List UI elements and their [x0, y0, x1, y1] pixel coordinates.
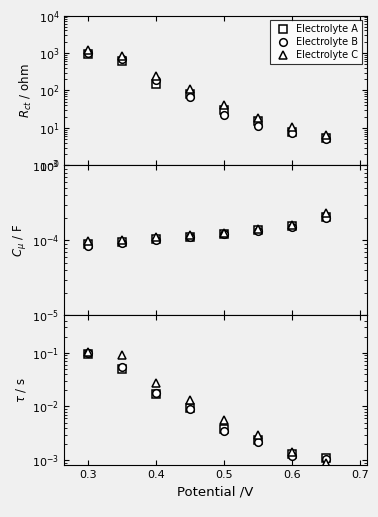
Electrolyte C: [256, 115, 260, 121]
Electrolyte C: [120, 53, 124, 59]
Legend: Electrolyte A, Electrolyte B, Electrolyte C: Electrolyte A, Electrolyte B, Electrolyt…: [270, 20, 362, 64]
Electrolyte A: [222, 107, 226, 113]
Y-axis label: $\tau$ / s: $\tau$ / s: [14, 377, 28, 403]
Electrolyte C: [324, 132, 328, 138]
Y-axis label: $R_{ct}$ / ohm: $R_{ct}$ / ohm: [18, 63, 34, 118]
Electrolyte A: [120, 58, 124, 65]
Y-axis label: $C_{\mu}$ / F: $C_{\mu}$ / F: [11, 224, 28, 257]
Electrolyte B: [188, 95, 192, 101]
Electrolyte A: [324, 134, 328, 141]
Electrolyte A: [86, 51, 90, 57]
Electrolyte B: [256, 123, 260, 129]
Electrolyte B: [120, 56, 124, 62]
Electrolyte B: [154, 77, 158, 83]
Electrolyte A: [188, 91, 192, 97]
Electrolyte C: [290, 124, 294, 130]
Electrolyte B: [324, 136, 328, 142]
X-axis label: Potential /V: Potential /V: [177, 485, 254, 499]
Electrolyte C: [86, 47, 90, 53]
Electrolyte A: [256, 118, 260, 125]
Electrolyte A: [154, 81, 158, 87]
Electrolyte B: [222, 112, 226, 118]
Electrolyte B: [290, 130, 294, 136]
Line: Electrolyte A: Electrolyte A: [84, 50, 330, 142]
Electrolyte C: [154, 73, 158, 79]
Electrolyte C: [222, 102, 226, 109]
Electrolyte C: [188, 86, 192, 92]
Electrolyte A: [290, 129, 294, 135]
Line: Electrolyte C: Electrolyte C: [84, 46, 330, 139]
Line: Electrolyte B: Electrolyte B: [84, 49, 330, 143]
Electrolyte B: [86, 50, 90, 56]
